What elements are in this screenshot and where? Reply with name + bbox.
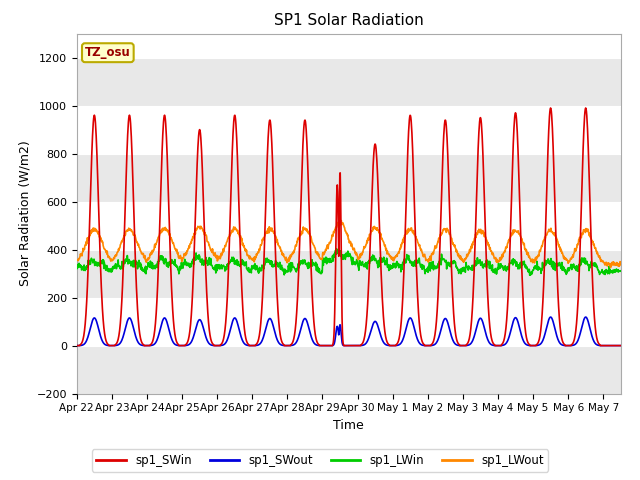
Text: TZ_osu: TZ_osu [85,46,131,59]
Bar [77,106,621,154]
Title: SP1 Solar Radiation: SP1 Solar Radiation [274,13,424,28]
Bar [77,202,621,250]
Bar [77,250,621,298]
Bar [77,154,621,202]
X-axis label: Time: Time [333,419,364,432]
Bar [77,298,621,346]
Bar [77,346,621,394]
Y-axis label: Solar Radiation (W/m2): Solar Radiation (W/m2) [18,141,31,287]
Bar [77,58,621,106]
Legend: sp1_SWin, sp1_SWout, sp1_LWin, sp1_LWout: sp1_SWin, sp1_SWout, sp1_LWin, sp1_LWout [92,449,548,472]
